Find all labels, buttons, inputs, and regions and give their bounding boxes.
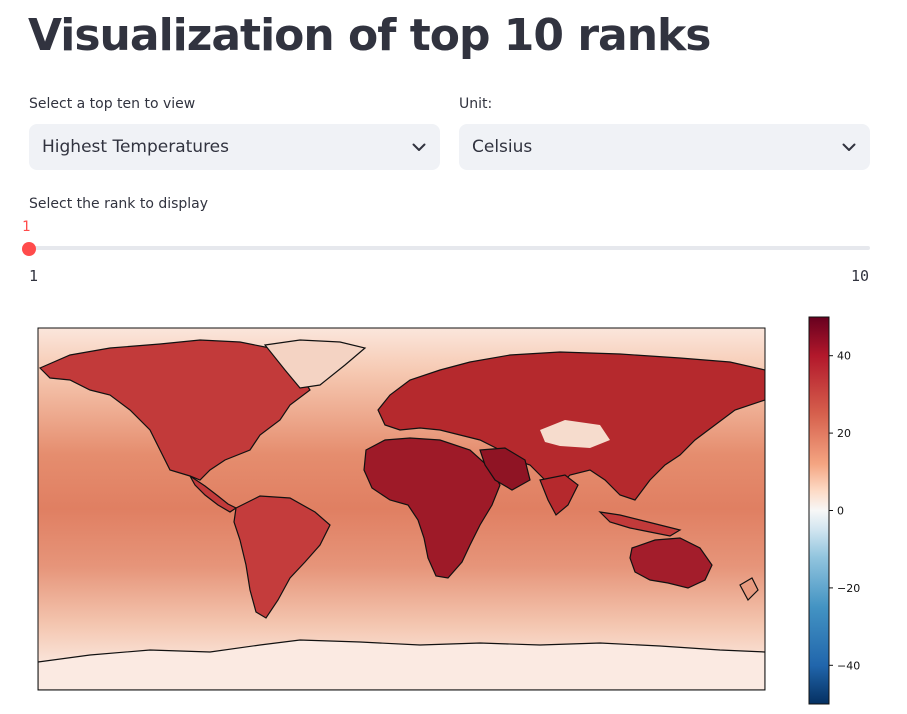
landmass-greenland [263, 339, 367, 389]
landmass-india [539, 474, 579, 516]
rank-slider-max: 10 [850, 267, 869, 285]
chevron-down-icon [842, 143, 856, 152]
page-title: Visualization of top 10 ranks [28, 10, 711, 61]
landmass-new-zealand [739, 577, 759, 601]
rank-slider-min: 1 [29, 267, 39, 285]
top-ten-select[interactable]: Highest Temperatures [29, 124, 440, 170]
chevron-down-icon [412, 143, 426, 152]
unit-select-value: Celsius [472, 137, 533, 157]
colorbar [808, 316, 830, 705]
colorbar-tick-label: −20 [837, 582, 860, 595]
landmass-north-america [38, 339, 311, 481]
landmass-antarctica [38, 639, 765, 690]
rank-slider-label: Select the rank to display [29, 196, 209, 212]
colorbar-ticks: 40 20 0 −20 −40 [829, 350, 860, 672]
unit-select-label: Unit: [459, 96, 493, 112]
heatmap-plot: 40 20 0 −20 −40 [37, 316, 860, 705]
landmass-africa [363, 437, 501, 579]
colorbar-tick-label: 20 [837, 427, 851, 440]
colorbar-tick-label: −40 [837, 659, 860, 672]
landmass-central-america [189, 475, 238, 513]
top-ten-select-label: Select a top ten to view [29, 96, 196, 112]
landmass-south-america [233, 495, 331, 619]
rank-slider-track[interactable] [28, 246, 870, 250]
top-ten-select-value: Highest Temperatures [42, 137, 229, 157]
landmass-australia [629, 537, 713, 589]
rank-slider-value: 1 [22, 219, 31, 235]
unit-select[interactable]: Celsius [459, 124, 870, 170]
landmass-arabia [479, 447, 531, 491]
landmass-tibet [540, 420, 610, 448]
landmass-indonesia [598, 511, 682, 537]
colorbar-tick-label: 0 [837, 505, 844, 518]
rank-slider-thumb[interactable] [22, 242, 36, 256]
colorbar-tick-label: 40 [837, 350, 851, 363]
